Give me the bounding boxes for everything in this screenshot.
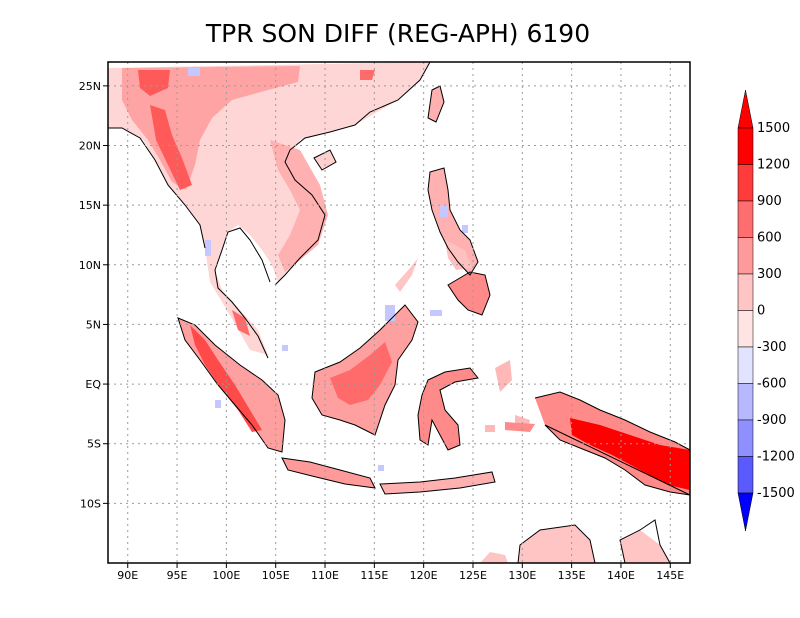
gridlines bbox=[108, 62, 690, 563]
x-tick-label: 110E bbox=[311, 569, 339, 582]
x-tick-label: 125E bbox=[459, 569, 487, 582]
precip-diff-field bbox=[108, 62, 690, 563]
coast-china bbox=[274, 61, 431, 286]
colorbar: 1500 1200 900 600 300 0 -300 -600 -900 -1200 -1500 bbox=[737, 89, 795, 532]
colorbar-swatch bbox=[737, 456, 754, 494]
field-myanmar-coast bbox=[138, 70, 192, 190]
colorbar-label: -900 bbox=[757, 413, 787, 428]
coast-java bbox=[281, 457, 376, 489]
coast-luzon bbox=[427, 167, 479, 276]
map-title: TPR SON DIFF (REG-APH) 6190 bbox=[205, 19, 590, 48]
y-tick-label: 10S bbox=[80, 497, 101, 510]
colorbar-label: 900 bbox=[757, 194, 782, 209]
field-australia bbox=[480, 525, 670, 563]
y-tick-label: 15N bbox=[79, 199, 101, 212]
field-borneo-strong bbox=[330, 342, 392, 405]
coastlines bbox=[108, 61, 691, 564]
colorbar-bottom-arrow bbox=[737, 492, 754, 532]
x-tick-label: 95E bbox=[167, 569, 188, 582]
colorbar-swatch bbox=[737, 419, 754, 457]
field-seram bbox=[505, 422, 535, 432]
coast-borneo bbox=[311, 304, 419, 436]
colorbar-label: -1500 bbox=[757, 486, 795, 501]
colorbar-label: 1200 bbox=[757, 158, 790, 173]
field-sumatra-strong bbox=[190, 325, 262, 432]
coast-lesser-sunda bbox=[379, 471, 496, 495]
colorbar-swatch bbox=[737, 237, 754, 275]
field-sulawesi bbox=[418, 368, 478, 450]
coast-new-guinea bbox=[534, 391, 691, 496]
field-lesser-sunda bbox=[380, 472, 495, 494]
field-new-guinea-strong bbox=[570, 418, 690, 490]
y-axis: 25N 20N 15N 10N 5N EQ 5S 10S bbox=[79, 80, 108, 510]
coast-sulawesi bbox=[417, 367, 479, 451]
y-tick-label: 5S bbox=[87, 438, 101, 451]
x-tick-label: 135E bbox=[558, 569, 586, 582]
coast-taiwan bbox=[427, 85, 445, 123]
negative-cells bbox=[188, 68, 468, 471]
colorbar-label: 600 bbox=[757, 231, 782, 246]
colorbar-swatch bbox=[737, 273, 754, 311]
x-tick-label: 115E bbox=[360, 569, 388, 582]
colorbar-swatch bbox=[737, 200, 754, 238]
y-tick-label: EQ bbox=[85, 378, 101, 391]
x-tick-label: 145E bbox=[656, 569, 684, 582]
colorbar-swatch bbox=[737, 164, 754, 202]
x-tick-label: 130E bbox=[508, 569, 536, 582]
y-tick-label: 10N bbox=[79, 259, 101, 272]
colorbar-label: 300 bbox=[757, 267, 782, 282]
colorbar-label: -300 bbox=[757, 340, 787, 355]
field-taiwan bbox=[428, 86, 444, 122]
field-vietnam bbox=[270, 140, 328, 272]
y-tick-label: 5N bbox=[86, 318, 101, 331]
field-luzon bbox=[428, 168, 478, 275]
y-tick-label: 25N bbox=[79, 80, 101, 93]
coast-myanmar bbox=[108, 127, 206, 249]
x-tick-label: 100E bbox=[212, 569, 240, 582]
colorbar-label: -1200 bbox=[757, 450, 795, 465]
coast-sumatra bbox=[177, 317, 286, 453]
colorbar-label: -600 bbox=[757, 377, 787, 392]
x-tick-label: 120E bbox=[410, 569, 438, 582]
colorbar-swatch bbox=[737, 310, 754, 348]
field-java bbox=[282, 458, 375, 488]
x-tick-label: 105E bbox=[262, 569, 290, 582]
field-mindanao bbox=[448, 272, 490, 315]
x-tick-label: 90E bbox=[117, 569, 138, 582]
field-palawan bbox=[395, 258, 418, 292]
colorbar-swatch bbox=[737, 383, 754, 421]
colorbar-swatch bbox=[737, 127, 754, 165]
coast-indochina bbox=[214, 227, 271, 359]
colorbar-swatch bbox=[737, 346, 754, 384]
colorbar-label: 0 bbox=[757, 304, 765, 319]
y-tick-label: 20N bbox=[79, 140, 101, 153]
colorbar-top-arrow bbox=[737, 89, 754, 129]
x-tick-label: 140E bbox=[607, 569, 635, 582]
map-plot-area bbox=[107, 61, 691, 564]
plot-frame bbox=[107, 61, 691, 564]
x-axis: 90E 95E 100E 105E 110E 115E 120E 125E 130E 135E 14… bbox=[117, 563, 684, 582]
colorbar-label: 1500 bbox=[757, 121, 790, 136]
field-visayas bbox=[445, 240, 472, 270]
